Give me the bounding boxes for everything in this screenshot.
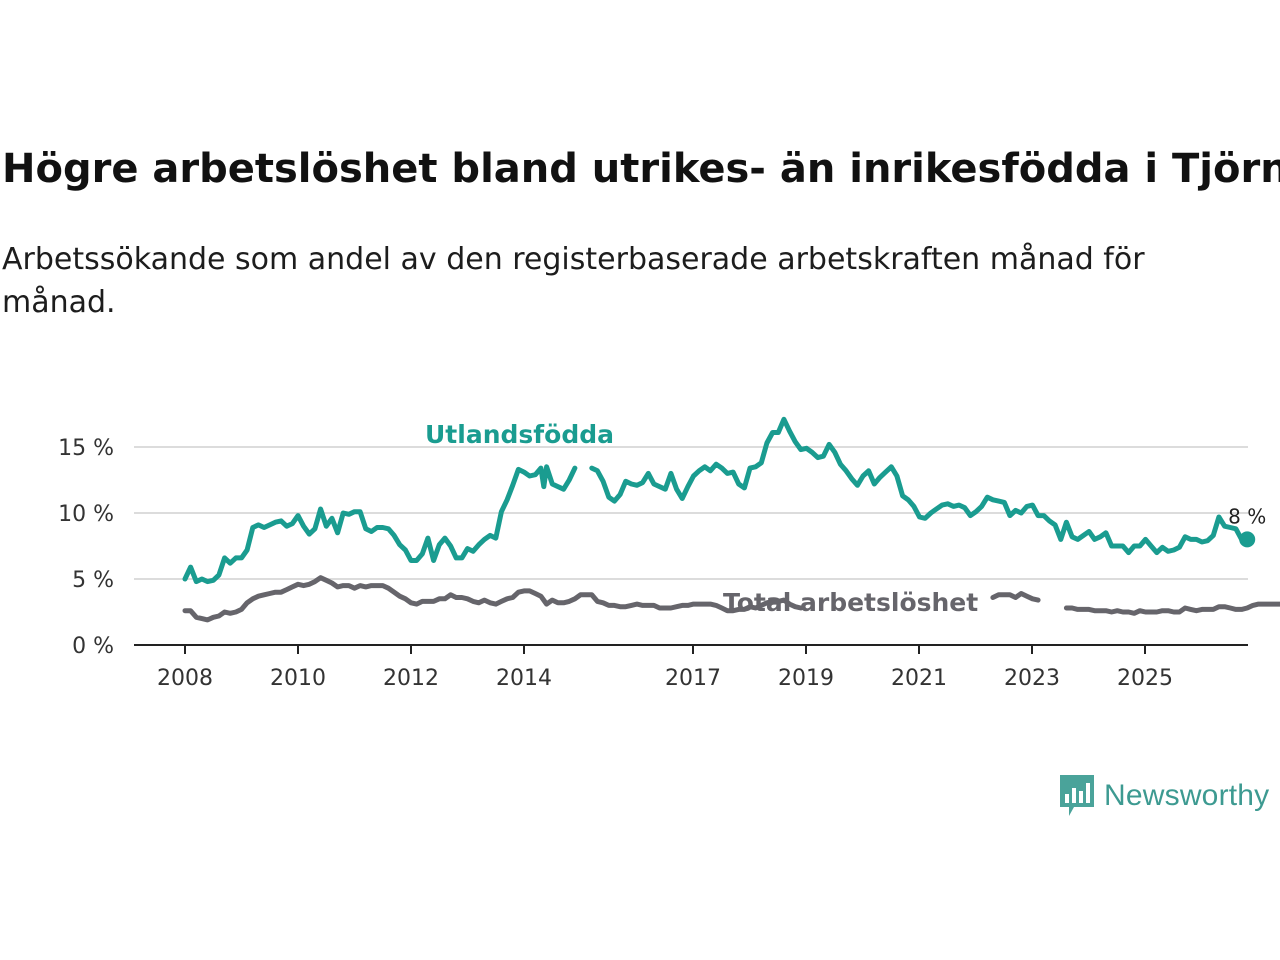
x-tick-label: 2014: [496, 666, 552, 691]
chart-subtitle: Arbetssökande som andel av den registerb…: [2, 242, 1145, 320]
grid-layer: [134, 446, 1248, 580]
chart-title: Högre arbetslöshet bland utrikes- än inr…: [2, 146, 1280, 192]
series-label-utlandsfodda: Utlandsfödda: [425, 420, 614, 449]
y-tick-label: 5 %: [72, 568, 114, 593]
y-tick-label: 10 %: [58, 502, 114, 527]
series-line-utlandsfodda: [182, 464, 578, 585]
x-tick-label: 2021: [891, 666, 947, 691]
brand-name: Newsworthy: [1104, 779, 1270, 812]
newsworthy-logo-icon: [1060, 775, 1094, 816]
y-tick-label: 15 %: [58, 436, 114, 461]
x-tick-label: 2025: [1117, 666, 1173, 691]
end-label-utlandsfodda: 8 %: [1228, 504, 1266, 528]
x-tick-label: 2012: [383, 666, 439, 691]
series-line-total: [182, 575, 804, 623]
x-tick-label: 2019: [778, 666, 834, 691]
series-line-total: [1063, 601, 1280, 616]
x-tick-label: 2017: [665, 666, 721, 691]
series-label-total: Total arbetslöshet: [723, 588, 978, 617]
end-marker-utlandsfodda: [1239, 531, 1256, 548]
x-tick-label: 2023: [1004, 666, 1060, 691]
y-tick-label: 0 %: [72, 634, 114, 659]
x-tick-label: 2010: [270, 666, 326, 691]
series-line-total: [990, 591, 1041, 603]
series-line-utlandsfodda: [589, 416, 1250, 556]
axis-layer: 0 % 5 % 10 % 15 % 2008 2010 2012 2014 2017 2019 20…: [58, 436, 1248, 691]
series-layer: [182, 416, 1280, 623]
x-tick-label: 2008: [157, 666, 213, 691]
brand-logo[interactable]: Newsworthy: [1058, 773, 1269, 819]
